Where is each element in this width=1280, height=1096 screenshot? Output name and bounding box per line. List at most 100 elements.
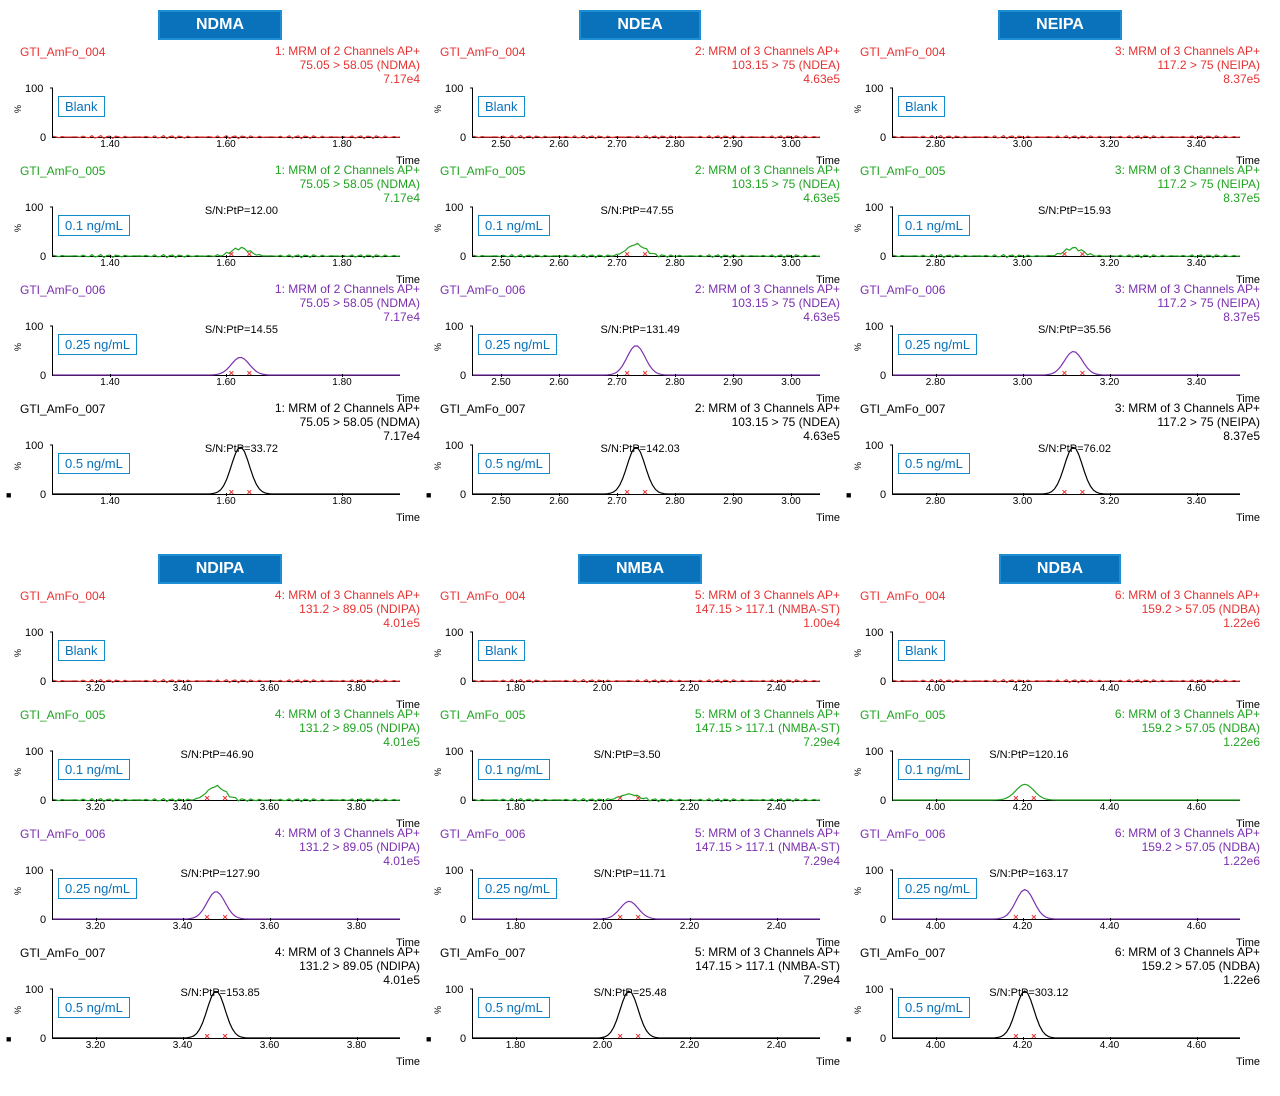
sample-id-label: GTI_AmFo_006 bbox=[860, 283, 945, 297]
y-axis-label: % bbox=[853, 649, 863, 657]
concentration-badge: Blank bbox=[478, 96, 525, 117]
x-axis-ticks: 3.203.403.603.80 bbox=[52, 683, 400, 694]
y-axis-min: 0 bbox=[460, 1033, 466, 1045]
x-tick-label: 2.90 bbox=[723, 496, 742, 507]
chromatogram-row: GTI_AmFo_0051: MRM of 2 Channels AP+75.0… bbox=[20, 167, 420, 282]
y-axis-max: 100 bbox=[445, 865, 463, 877]
y-axis-max: 100 bbox=[865, 440, 883, 452]
y-axis-min: 0 bbox=[880, 676, 886, 688]
sample-id-label: GTI_AmFo_007 bbox=[440, 946, 525, 960]
y-axis-max: 100 bbox=[865, 83, 883, 95]
mrm-transition: 131.2 > 89.05 (NDIPA) bbox=[275, 603, 420, 617]
mrm-transition: 103.15 > 75 (NDEA) bbox=[695, 297, 840, 311]
mrm-info: 4: MRM of 3 Channels AP+131.2 > 89.05 (N… bbox=[275, 827, 420, 868]
mrm-intensity: 4.01e5 bbox=[275, 974, 420, 988]
x-tick-label: 2.80 bbox=[665, 377, 684, 388]
x-tick-label: 2.00 bbox=[593, 1040, 612, 1051]
y-axis-max: 100 bbox=[25, 746, 43, 758]
x-tick-label: 3.80 bbox=[347, 1040, 366, 1051]
x-tick-label: 4.40 bbox=[1100, 1040, 1119, 1051]
x-tick-label: 4.00 bbox=[926, 921, 945, 932]
mrm-channel-line: 1: MRM of 2 Channels AP+ bbox=[275, 164, 420, 178]
y-axis-min: 0 bbox=[460, 795, 466, 807]
mrm-transition: 147.15 > 117.1 (NMBA-ST) bbox=[695, 603, 840, 617]
x-tick-label: 2.80 bbox=[926, 258, 945, 269]
x-tick-label: 3.80 bbox=[347, 683, 366, 694]
x-tick-label: 2.80 bbox=[926, 496, 945, 507]
y-axis-min: 0 bbox=[880, 370, 886, 382]
chromatogram-row: GTI_AmFo_0056: MRM of 3 Channels AP+159.… bbox=[860, 711, 1260, 826]
x-tick-label: 2.20 bbox=[680, 1040, 699, 1051]
sample-id-label: GTI_AmFo_005 bbox=[440, 164, 525, 178]
mrm-channel-line: 6: MRM of 3 Channels AP+ bbox=[1115, 589, 1260, 603]
x-axis-ticks: 2.803.003.203.40 bbox=[892, 377, 1240, 388]
mrm-transition: 103.15 > 75 (NDEA) bbox=[695, 59, 840, 73]
x-tick-label: 4.40 bbox=[1100, 683, 1119, 694]
mrm-intensity: 7.29e4 bbox=[695, 974, 840, 988]
x-tick-label: 2.50 bbox=[491, 377, 510, 388]
mrm-transition: 131.2 > 89.05 (NDIPA) bbox=[275, 722, 420, 736]
x-tick-label: 4.60 bbox=[1187, 802, 1206, 813]
mrm-transition: 131.2 > 89.05 (NDIPA) bbox=[275, 841, 420, 855]
mrm-intensity: 4.63e5 bbox=[695, 192, 840, 206]
x-tick-label: 1.80 bbox=[506, 1040, 525, 1051]
x-tick-label: 3.40 bbox=[1187, 496, 1206, 507]
x-tick-label: 3.80 bbox=[347, 802, 366, 813]
x-tick-label: 4.20 bbox=[1013, 802, 1032, 813]
x-tick-label: 3.00 bbox=[781, 139, 800, 150]
mrm-channel-line: 6: MRM of 3 Channels AP+ bbox=[1115, 827, 1260, 841]
y-axis-min: 0 bbox=[40, 370, 46, 382]
mrm-intensity: 4.63e5 bbox=[695, 311, 840, 325]
mrm-channel-line: 5: MRM of 3 Channels AP+ bbox=[695, 946, 840, 960]
mrm-intensity: 1.00e4 bbox=[695, 617, 840, 631]
sample-id-label: GTI_AmFo_005 bbox=[20, 708, 105, 722]
mrm-intensity: 1.22e6 bbox=[1115, 974, 1260, 988]
compound-panel-ndma: NDMAGTI_AmFo_0041: MRM of 2 Channels AP+… bbox=[20, 10, 420, 524]
mrm-channel-line: 4: MRM of 3 Channels AP+ bbox=[275, 708, 420, 722]
y-axis-label: % bbox=[433, 343, 443, 351]
y-axis-min: 0 bbox=[40, 132, 46, 144]
mrm-info: 3: MRM of 3 Channels AP+117.2 > 75 (NEIP… bbox=[1115, 45, 1260, 86]
x-tick-label: 3.20 bbox=[86, 683, 105, 694]
concentration-badge: 0.5 ng/mL bbox=[58, 997, 130, 1018]
x-tick-label: 2.40 bbox=[767, 683, 786, 694]
y-axis-min: 0 bbox=[880, 914, 886, 926]
x-tick-label: 3.20 bbox=[1100, 258, 1119, 269]
chromatogram-row: GTI_AmFo_004 2: MRM of 3 Channels AP+103.… bbox=[440, 48, 840, 163]
concentration-badge: 0.1 ng/mL bbox=[58, 215, 130, 236]
x-tick-label: 1.40 bbox=[100, 496, 119, 507]
sample-id-label: GTI_AmFo_005 bbox=[860, 708, 945, 722]
mrm-info: 4: MRM of 3 Channels AP+131.2 > 89.05 (N… bbox=[275, 946, 420, 987]
concentration-badge: 0.5 ng/mL bbox=[58, 453, 130, 474]
mrm-transition: 147.15 > 117.1 (NMBA-ST) bbox=[695, 960, 840, 974]
sample-id-label: GTI_AmFo_007 bbox=[20, 402, 105, 416]
y-axis-label: % bbox=[13, 1006, 23, 1014]
mrm-channel-line: 2: MRM of 3 Channels AP+ bbox=[695, 402, 840, 416]
chromatogram-row: GTI_AmFo_0045: MRM of 3 Channels AP+147.… bbox=[440, 592, 840, 707]
x-tick-label: 2.20 bbox=[680, 683, 699, 694]
x-tick-label: 1.60 bbox=[216, 377, 235, 388]
y-axis-max: 100 bbox=[25, 202, 43, 214]
mrm-transition: 131.2 > 89.05 (NDIPA) bbox=[275, 960, 420, 974]
compound-panel-ndea: NDEAGTI_AmFo_0042: MRM of 3 Channels AP+… bbox=[440, 10, 840, 524]
chromatogram-row: GTI_AmFo_0072: MRM of 3 Channels AP+103.… bbox=[440, 405, 840, 520]
compound-title: NEIPA bbox=[998, 10, 1122, 40]
mrm-transition: 159.2 > 57.05 (NDBA) bbox=[1115, 603, 1260, 617]
x-axis-ticks: 4.004.204.404.60 bbox=[892, 683, 1240, 694]
x-tick-label: 2.70 bbox=[607, 377, 626, 388]
y-axis-min: 0 bbox=[460, 489, 466, 501]
mrm-channel-line: 2: MRM of 3 Channels AP+ bbox=[695, 45, 840, 59]
mrm-channel-line: 1: MRM of 2 Channels AP+ bbox=[275, 283, 420, 297]
x-tick-label: 3.20 bbox=[86, 802, 105, 813]
mrm-info: 6: MRM of 3 Channels AP+159.2 > 57.05 (N… bbox=[1115, 827, 1260, 868]
x-tick-label: 3.60 bbox=[260, 921, 279, 932]
x-tick-label: 2.80 bbox=[926, 377, 945, 388]
y-axis-label: % bbox=[433, 1006, 443, 1014]
x-axis-ticks: 1.401.601.80 bbox=[52, 258, 400, 269]
x-axis-ticks: 1.401.601.80 bbox=[52, 496, 400, 507]
sample-id-label: GTI_AmFo_004 bbox=[440, 45, 525, 59]
x-tick-label: 2.20 bbox=[680, 921, 699, 932]
y-axis-max: 100 bbox=[865, 746, 883, 758]
x-tick-label: 3.40 bbox=[1187, 258, 1206, 269]
x-tick-label: 1.80 bbox=[332, 258, 351, 269]
